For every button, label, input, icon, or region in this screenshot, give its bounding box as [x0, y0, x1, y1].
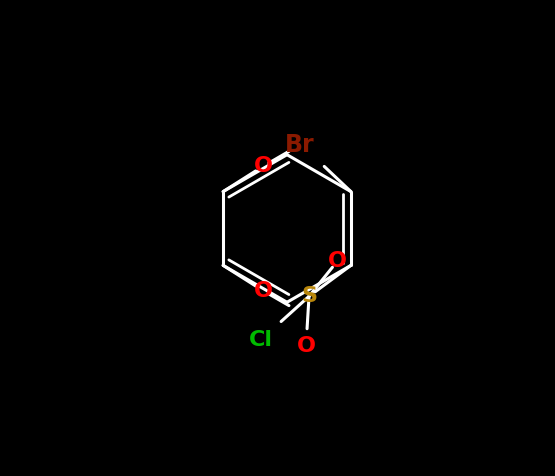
Text: Cl: Cl	[249, 330, 273, 350]
Text: O: O	[254, 281, 273, 301]
Text: S: S	[301, 286, 317, 307]
Text: O: O	[297, 337, 316, 357]
Text: O: O	[254, 156, 273, 176]
Text: Br: Br	[285, 133, 314, 157]
Text: O: O	[328, 251, 347, 271]
